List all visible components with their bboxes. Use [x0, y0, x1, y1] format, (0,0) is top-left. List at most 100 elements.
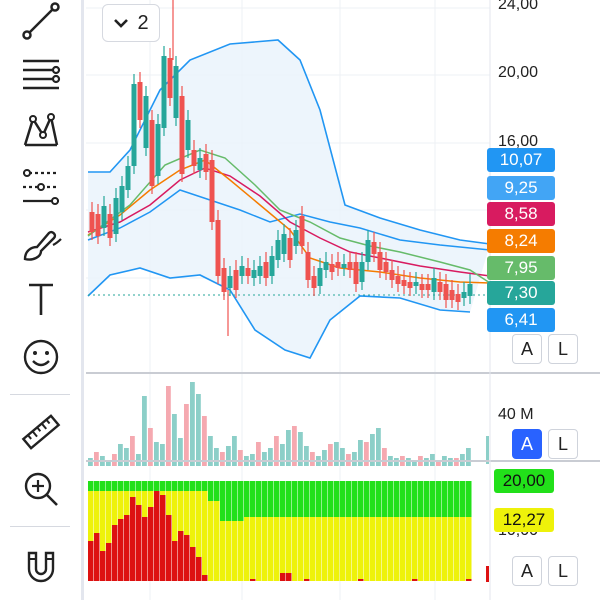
volume-bar: [436, 460, 441, 466]
osc-bar-mid: [394, 517, 400, 581]
osc-bar-mid: [208, 501, 214, 581]
candle-body: [107, 214, 113, 238]
osc-bar-lower: [184, 535, 190, 581]
volume-bar: [148, 428, 153, 466]
candle-body: [173, 66, 179, 118]
osc-tag-value: 12,27: [494, 508, 554, 532]
osc-bar-mid: [460, 517, 466, 581]
osc-bar-upper: [256, 481, 262, 517]
pattern-icon: [23, 112, 59, 147]
osc-bar-upper: [346, 481, 352, 517]
volume-bar: [358, 440, 363, 466]
pattern-tool[interactable]: [14, 104, 68, 158]
osc-bar-mid: [268, 517, 274, 581]
magnet-icon: [27, 551, 55, 583]
candle-body: [209, 160, 215, 222]
osc-bar-mid: [274, 517, 280, 581]
osc-bar-upper: [340, 481, 346, 517]
osc-bar-upper: [154, 481, 160, 491]
osc-bar-mid: [238, 521, 244, 581]
osc-bar-mid: [298, 517, 304, 581]
osc-bar-upper: [160, 481, 166, 491]
osc-bar-lower: [196, 557, 202, 581]
candle-body: [305, 252, 311, 280]
auto-scale-button[interactable]: A: [512, 334, 542, 364]
volume-bar: [190, 382, 195, 466]
osc-bar-lower: [166, 515, 172, 581]
osc-bar-lower: [94, 533, 100, 581]
ruler-tool[interactable]: [14, 406, 68, 460]
candle-body: [101, 206, 107, 228]
emoji-tool[interactable]: [14, 330, 68, 384]
candle-body: [227, 276, 233, 288]
osc-bar-lower: [118, 519, 124, 581]
candle-body: [449, 290, 455, 300]
candle-body: [119, 186, 125, 212]
log-scale-button[interactable]: L: [548, 429, 578, 459]
candle-body: [443, 284, 449, 300]
sma-long-line: [87, 167, 491, 277]
volume-bar: [486, 436, 489, 464]
osc-bar-upper: [316, 481, 322, 517]
osc-bar-mid: [406, 517, 412, 581]
osc-bar-upper: [400, 481, 406, 517]
osc-bar-upper: [286, 481, 292, 517]
brush-tool[interactable]: [14, 216, 68, 270]
trend-line-tool[interactable]: [14, 0, 68, 48]
osc-bar-lower: [358, 579, 364, 581]
candle-body: [293, 230, 299, 246]
candle-body: [179, 96, 185, 174]
osc-bar-mid: [310, 517, 316, 581]
osc-bar-upper: [412, 481, 418, 517]
osc-bar-mid: [232, 521, 238, 581]
osc-bar-mid: [430, 517, 436, 581]
candle-body: [257, 266, 263, 276]
legend-collapse-button[interactable]: 2: [102, 4, 160, 42]
volume-bar: [202, 416, 207, 466]
volume-bar: [226, 446, 231, 466]
osc-bar-upper: [334, 481, 340, 517]
log-scale-button[interactable]: L: [548, 334, 578, 364]
candle-body: [89, 212, 95, 232]
candle-body: [167, 58, 173, 98]
osc-bar-lower: [202, 575, 208, 581]
osc-bar-mid: [418, 517, 424, 581]
osc-bar-upper: [124, 481, 130, 491]
auto-scale-button[interactable]: A: [512, 429, 542, 459]
osc-bar-upper: [436, 481, 442, 517]
auto-scale-button[interactable]: A: [512, 556, 542, 586]
candle-body: [365, 240, 371, 262]
projection-tool[interactable]: [14, 160, 68, 214]
osc-bar-mid: [280, 517, 286, 581]
osc-bar-lower: [280, 573, 286, 581]
osc-bar-lower: [106, 543, 112, 581]
candle-body: [239, 266, 245, 276]
osc-bar-mid: [256, 517, 262, 581]
osc-bar-upper: [394, 481, 400, 517]
volume-bar: [268, 448, 273, 466]
candle-body: [191, 150, 197, 166]
osc-bar-lower: [88, 541, 94, 581]
osc-bar-mid: [220, 521, 226, 581]
osc-bar-upper: [220, 481, 226, 521]
osc-bar-upper: [448, 481, 454, 517]
magnet-tool[interactable]: [14, 540, 68, 594]
price-axis-label: 16,00: [498, 133, 539, 150]
osc-bar-lower: [286, 573, 292, 581]
log-scale-button[interactable]: L: [548, 556, 578, 586]
volume-bar: [364, 442, 369, 466]
zoom-in-tool[interactable]: [14, 462, 68, 516]
candle-body: [125, 166, 131, 190]
osc-bar-mid: [364, 517, 370, 581]
text-tool[interactable]: [14, 272, 68, 326]
osc-bar-mid: [226, 521, 232, 581]
fib-levels-tool[interactable]: [14, 48, 68, 102]
candle-body: [437, 282, 443, 292]
volume-bar: [352, 452, 357, 466]
osc-bar-upper: [148, 481, 154, 491]
candle-body: [197, 158, 203, 170]
candle-body: [329, 264, 335, 272]
osc-bar-lower: [142, 517, 148, 581]
volume-bar: [280, 444, 285, 466]
